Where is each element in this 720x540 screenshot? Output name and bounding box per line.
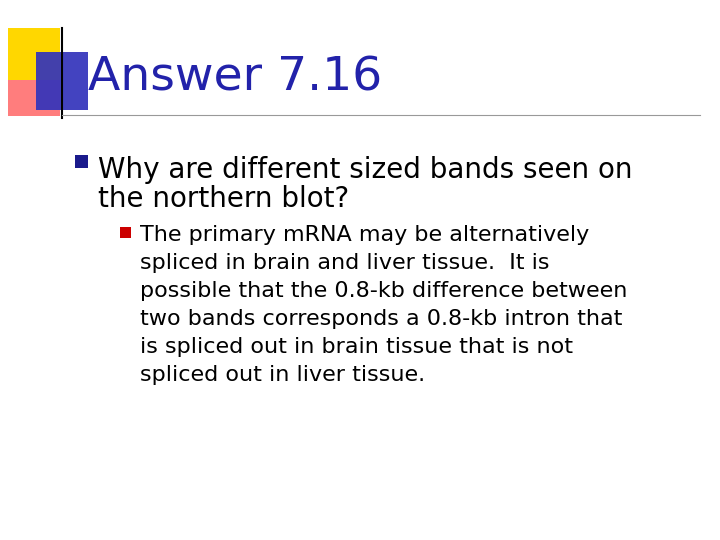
Bar	[36, 52, 88, 110]
Text: The primary mRNA may be alternatively
spliced in brain and liver tissue.  It is
: The primary mRNA may be alternatively sp…	[140, 225, 627, 385]
Bar	[120, 227, 131, 238]
Bar	[75, 155, 88, 168]
Text: the northern blot?: the northern blot?	[98, 185, 349, 213]
Bar	[8, 68, 60, 116]
Text: Why are different sized bands seen on: Why are different sized bands seen on	[98, 156, 632, 184]
Bar	[8, 28, 60, 80]
Text: Answer 7.16: Answer 7.16	[88, 56, 382, 100]
